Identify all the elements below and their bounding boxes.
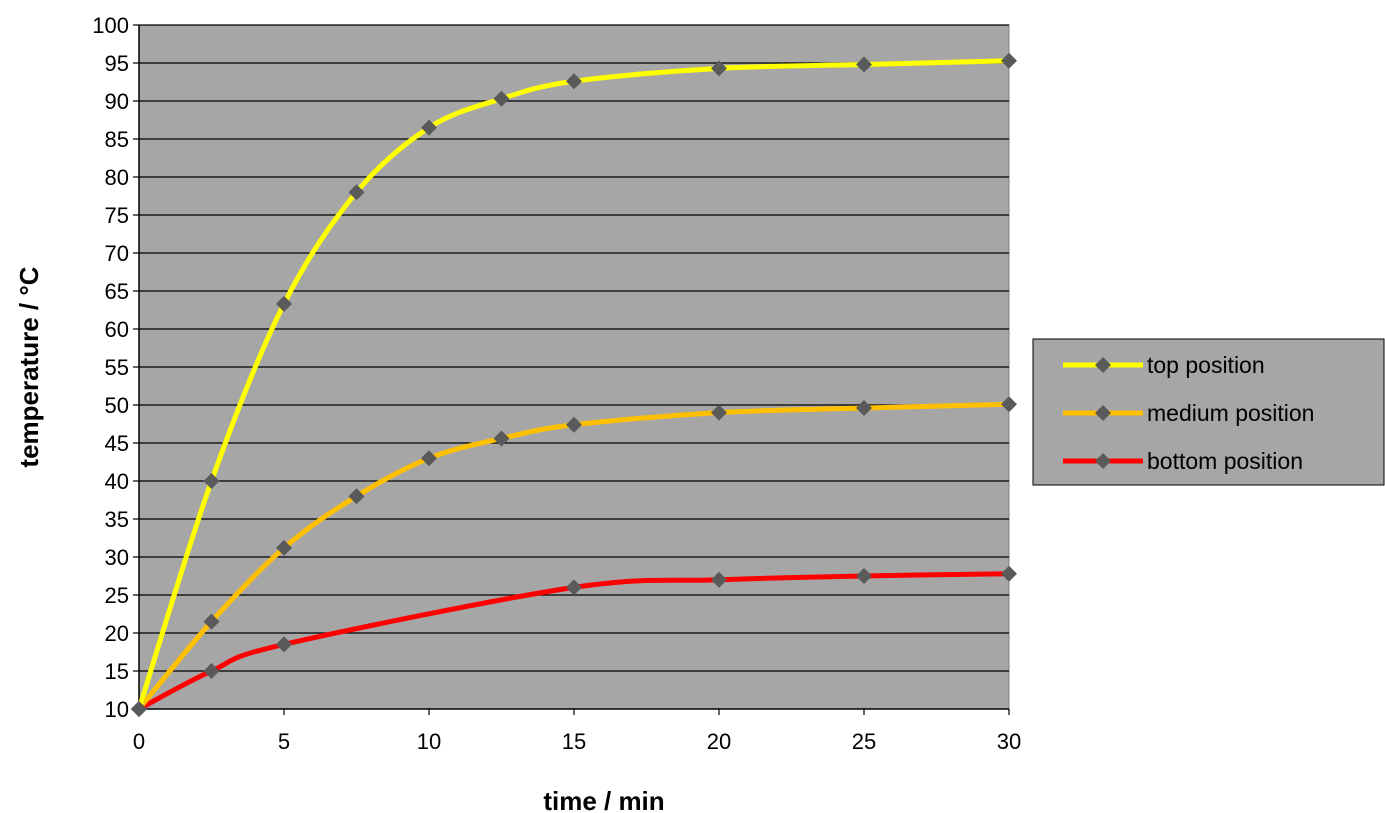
axes — [133, 24, 1010, 715]
data-point-medium-position — [493, 430, 510, 447]
x-axis-title: time / min — [543, 786, 664, 813]
y-tick-label: 10 — [105, 697, 129, 722]
x-tick-label: 20 — [707, 729, 731, 754]
data-point-medium-position — [566, 416, 582, 433]
series-line-medium-position — [136, 401, 1012, 712]
y-tick-label: 25 — [105, 583, 129, 608]
legend-marker-bottom-position — [1095, 453, 1111, 469]
y-tick-label: 85 — [105, 127, 129, 152]
y-tick-label: 100 — [92, 13, 129, 38]
legend-items: top position medium position bottom positi… — [1063, 352, 1314, 474]
y-tick-label: 30 — [105, 545, 129, 570]
series — [131, 52, 1017, 717]
data-point-top-position — [276, 295, 292, 312]
data-point-top-position — [493, 90, 510, 107]
data-point-bottom-position — [276, 636, 292, 653]
data-point-top-position — [348, 184, 365, 201]
series-bottom-position — [131, 565, 1017, 717]
y-tick-label: 95 — [105, 51, 129, 76]
legend: top position medium position bottom positi… — [1032, 338, 1385, 486]
x-tick-label: 15 — [562, 729, 586, 754]
data-point-medium-position — [276, 539, 292, 556]
x-tick-label: 25 — [852, 729, 876, 754]
legend-marker-medium-position — [1095, 405, 1111, 421]
data-point-bottom-position — [566, 579, 582, 596]
x-tick-label: 10 — [417, 729, 441, 754]
data-point-medium-position — [711, 404, 727, 421]
data-point-bottom-position — [711, 571, 727, 588]
data-point-medium-position — [856, 400, 872, 417]
data-point-top-position — [203, 473, 220, 489]
x-tick-label: 0 — [133, 729, 145, 754]
y-tick-label: 80 — [105, 165, 129, 190]
legend-label-medium-position: medium position — [1147, 400, 1314, 426]
data-point-top-position — [566, 73, 582, 90]
data-point-top-position — [421, 119, 437, 136]
data-point-medium-position — [421, 450, 437, 467]
legend-label-top-position: top position — [1147, 352, 1265, 378]
y-axis-title: temperature / °C — [14, 266, 44, 467]
data-point-medium-position — [348, 488, 365, 505]
x-tick-label: 30 — [997, 729, 1021, 754]
data-point-top-position — [856, 56, 872, 73]
y-tick-label: 20 — [105, 621, 129, 646]
y-tick-label: 60 — [105, 317, 129, 342]
y-tick-label: 90 — [105, 89, 129, 114]
y-tick-label: 65 — [105, 279, 129, 304]
legend-marker-top-position — [1095, 357, 1111, 373]
y-tick-label: 55 — [105, 355, 129, 380]
y-tick-label: 50 — [105, 393, 129, 418]
series-top-position — [131, 52, 1017, 717]
data-point-bottom-position — [203, 663, 220, 679]
data-point-medium-position — [1001, 396, 1017, 413]
x-tick-label: 5 — [278, 729, 290, 754]
series-line-top-position — [136, 58, 1012, 712]
y-tick-label: 70 — [105, 241, 129, 266]
y-tick-label: 75 — [105, 203, 129, 228]
y-tick-label: 45 — [105, 431, 129, 456]
y-tick-label: 15 — [105, 659, 129, 684]
x-tick-labels: 0 5 10 15 20 25 30 — [133, 729, 1021, 754]
data-point-top-position — [131, 701, 147, 717]
y-tick-label: 35 — [105, 507, 129, 532]
y-tick-label: 40 — [105, 469, 129, 494]
gridlines — [139, 24, 1009, 672]
data-point-bottom-position — [1001, 565, 1017, 582]
legend-label-bottom-position: bottom position — [1147, 448, 1303, 474]
y-tick-labels: 10 15 20 25 30 35 40 45 50 55 60 65 70 75 80 85 90 95 100 — [92, 13, 129, 722]
data-point-top-position — [711, 60, 727, 77]
data-point-medium-position — [203, 613, 220, 630]
data-point-bottom-position — [856, 568, 872, 584]
data-point-top-position — [1001, 52, 1017, 69]
